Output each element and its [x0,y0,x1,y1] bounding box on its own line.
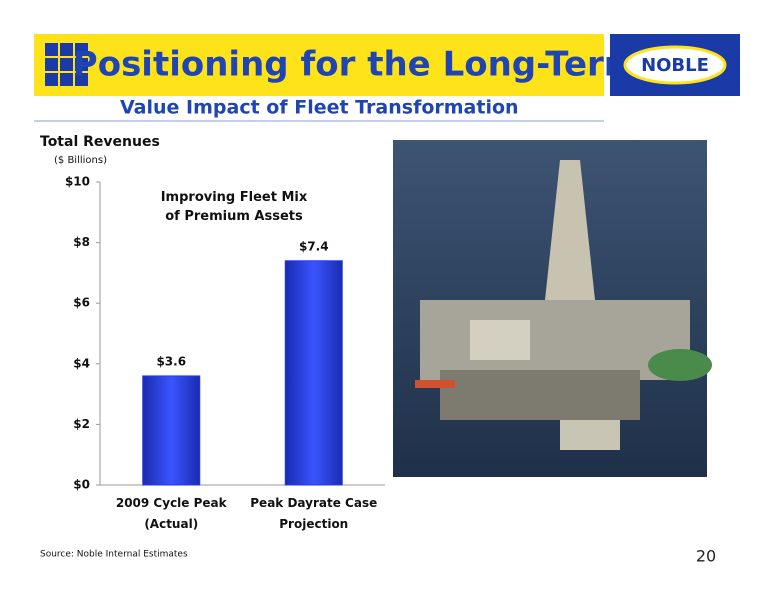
source-note: Source: Noble Internal Estimates [40,550,188,560]
y-tick-label: $0 [73,478,90,492]
value-label: $7.4 [299,239,329,253]
bar [284,260,343,486]
y-tick-label: $6 [73,296,90,310]
title-banner [34,34,604,96]
chart-annotation: Improving Fleet Mix of Premium Assets [160,190,308,224]
grid-icon [43,41,90,88]
y-tick-label: $4 [73,356,90,370]
x-tick-label: 2009 Cycle Peak (Actual) [115,496,227,531]
logo-text: NOBLE [641,55,709,76]
value-label: $3.6 [156,354,186,368]
logo-ellipse [623,45,727,85]
y-tick-label: $2 [73,417,90,431]
y-tick-label: $10 [65,175,90,189]
chart-title: Total Revenues [40,134,160,150]
chart-subtitle: ($ Billions) [54,155,107,166]
y-tick-label: $8 [73,235,90,249]
page-number: 20 [696,547,716,566]
photo [393,140,712,477]
slide-title: Positioning for the Long-Term [73,45,639,85]
bar [142,375,201,486]
x-tick-label: Peak Dayrate Case Projection [250,496,378,531]
slide-subtitle: Value Impact of Fleet Transformation [120,97,519,119]
